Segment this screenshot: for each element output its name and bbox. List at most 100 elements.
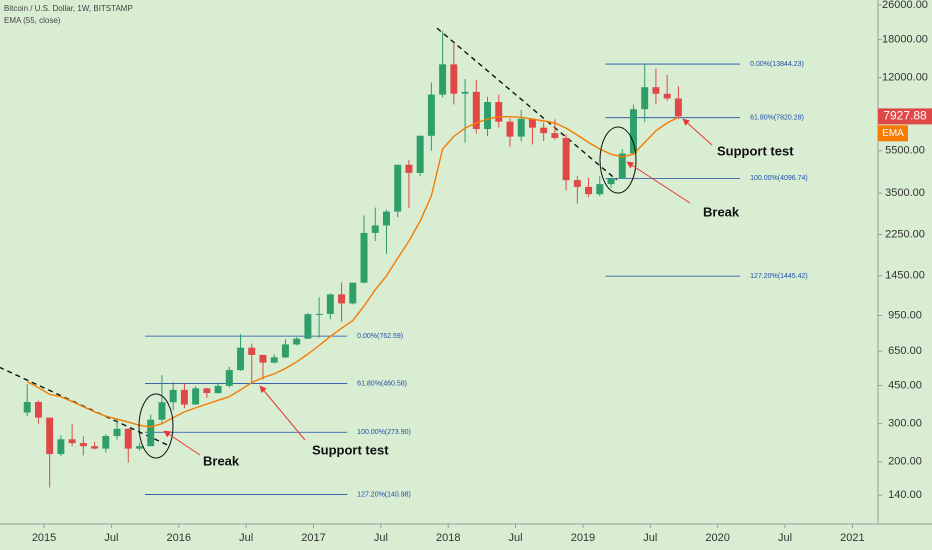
x-tick-label: 2018 xyxy=(436,532,460,544)
annotation: Support test xyxy=(717,143,794,158)
trendline xyxy=(436,27,618,181)
arrow xyxy=(682,118,713,146)
y-tick-label: 2250.00 xyxy=(885,228,925,240)
candle-body xyxy=(472,91,480,130)
candle-body xyxy=(641,87,649,110)
y-tick-label: 5500.00 xyxy=(885,145,925,157)
candle-body xyxy=(349,282,357,304)
candle-body xyxy=(416,135,424,173)
candle-body xyxy=(360,232,368,283)
candle-body xyxy=(450,64,458,94)
candle-body xyxy=(203,388,211,393)
candle-body xyxy=(57,439,65,455)
x-tick-label: 2019 xyxy=(571,532,595,544)
plot-area: 0.00%(762.59) 61.80%(460.58) 100.00%(273.9… xyxy=(0,27,808,498)
fib-label: 0.00%(13844.23) xyxy=(750,61,804,68)
candle-body xyxy=(214,385,222,393)
candle-body xyxy=(540,127,548,134)
y-tick-label: 450.00 xyxy=(888,380,922,392)
candle-body xyxy=(517,118,525,137)
candle-body xyxy=(326,294,334,314)
y-tick-label: 26000.00 xyxy=(882,0,928,11)
x-tick-label: Jul xyxy=(509,532,523,544)
candle-body xyxy=(618,153,626,179)
candle-body xyxy=(113,428,121,437)
candle-body xyxy=(304,314,312,339)
price-tag xyxy=(878,108,932,125)
candle-body xyxy=(562,137,570,181)
fib-label: 100.00%(273.90) xyxy=(357,429,411,436)
ema-line xyxy=(26,116,679,428)
x-tick-label: 2020 xyxy=(705,532,729,544)
indicator-legend: EMA (55, close) xyxy=(4,16,61,25)
candle-body xyxy=(596,184,604,195)
candle-body xyxy=(23,401,31,413)
fib-label: 0.00%(762.59) xyxy=(357,333,403,340)
candle-body xyxy=(225,370,233,386)
y-tick-label: 3500.00 xyxy=(885,187,925,199)
y-tick-label: 18000.00 xyxy=(882,33,928,45)
candle-body xyxy=(484,102,492,130)
annotation: Support test xyxy=(312,442,389,457)
candle-body xyxy=(270,357,278,363)
candle-body xyxy=(439,64,447,95)
x-tick-label: Jul xyxy=(104,532,118,544)
arrow xyxy=(626,161,691,204)
candle-body xyxy=(405,164,413,173)
chart-title: Bitcoin / U.S. Dollar, 1W, BITSTAMP xyxy=(4,4,133,13)
x-tick-label: Jul xyxy=(374,532,388,544)
candle-body xyxy=(551,133,559,138)
arrow xyxy=(259,385,306,441)
annotation: Break xyxy=(203,453,240,468)
candle-body xyxy=(281,344,289,358)
candle-body xyxy=(124,428,132,449)
highlight-ellipse xyxy=(599,126,637,194)
candle-body xyxy=(46,417,54,455)
highlight-ellipse xyxy=(138,393,174,459)
x-tick-label: 2021 xyxy=(840,532,864,544)
ema-tag-label: EMA xyxy=(882,128,904,139)
candle-body xyxy=(237,347,245,371)
candle-body xyxy=(248,347,256,355)
x-tick-label: 2015 xyxy=(32,532,56,544)
candle-body xyxy=(495,102,503,122)
candle-body xyxy=(259,354,267,363)
candle-body xyxy=(158,402,166,420)
x-tick-label: 2017 xyxy=(301,532,325,544)
y-tick-label: 300.00 xyxy=(888,418,922,430)
candle-body xyxy=(652,87,660,94)
fib-label: 61.80%(460.58) xyxy=(357,380,407,387)
y-tick-label: 650.00 xyxy=(888,345,922,357)
fib-label: 127.20%(1445.42) xyxy=(750,273,808,280)
candle-body xyxy=(293,338,301,345)
fib-label: 61.80%(7820.28) xyxy=(750,115,804,122)
candle-body xyxy=(136,446,143,449)
annotation: Break xyxy=(703,204,740,219)
candle-body xyxy=(382,211,390,226)
y-tick-label: 140.00 xyxy=(888,489,922,501)
candle-body xyxy=(147,419,155,447)
fib-label: 127.20%(140.98) xyxy=(357,491,411,498)
candle-body xyxy=(102,436,110,449)
candle-body xyxy=(461,91,469,94)
candle-body xyxy=(180,389,188,405)
arrow xyxy=(163,430,201,456)
candle-body xyxy=(79,443,87,447)
fib-label: 100.00%(4096.74) xyxy=(750,175,808,182)
x-tick-label: Jul xyxy=(778,532,792,544)
price-tag-label: 7927.88 xyxy=(883,109,927,123)
candle-body xyxy=(394,164,402,212)
candle-body xyxy=(315,313,323,315)
x-tick-label: Jul xyxy=(643,532,657,544)
candle-body xyxy=(607,178,615,185)
candle-body xyxy=(91,446,99,449)
x-tick-label: Jul xyxy=(239,532,253,544)
candle-body xyxy=(34,401,42,418)
candle-body xyxy=(169,389,177,403)
candle-body xyxy=(68,439,76,444)
candle-body xyxy=(585,186,593,195)
candle-body xyxy=(427,94,435,136)
candle-body xyxy=(573,180,581,187)
candle-body xyxy=(528,118,536,128)
candle-body xyxy=(338,294,346,304)
